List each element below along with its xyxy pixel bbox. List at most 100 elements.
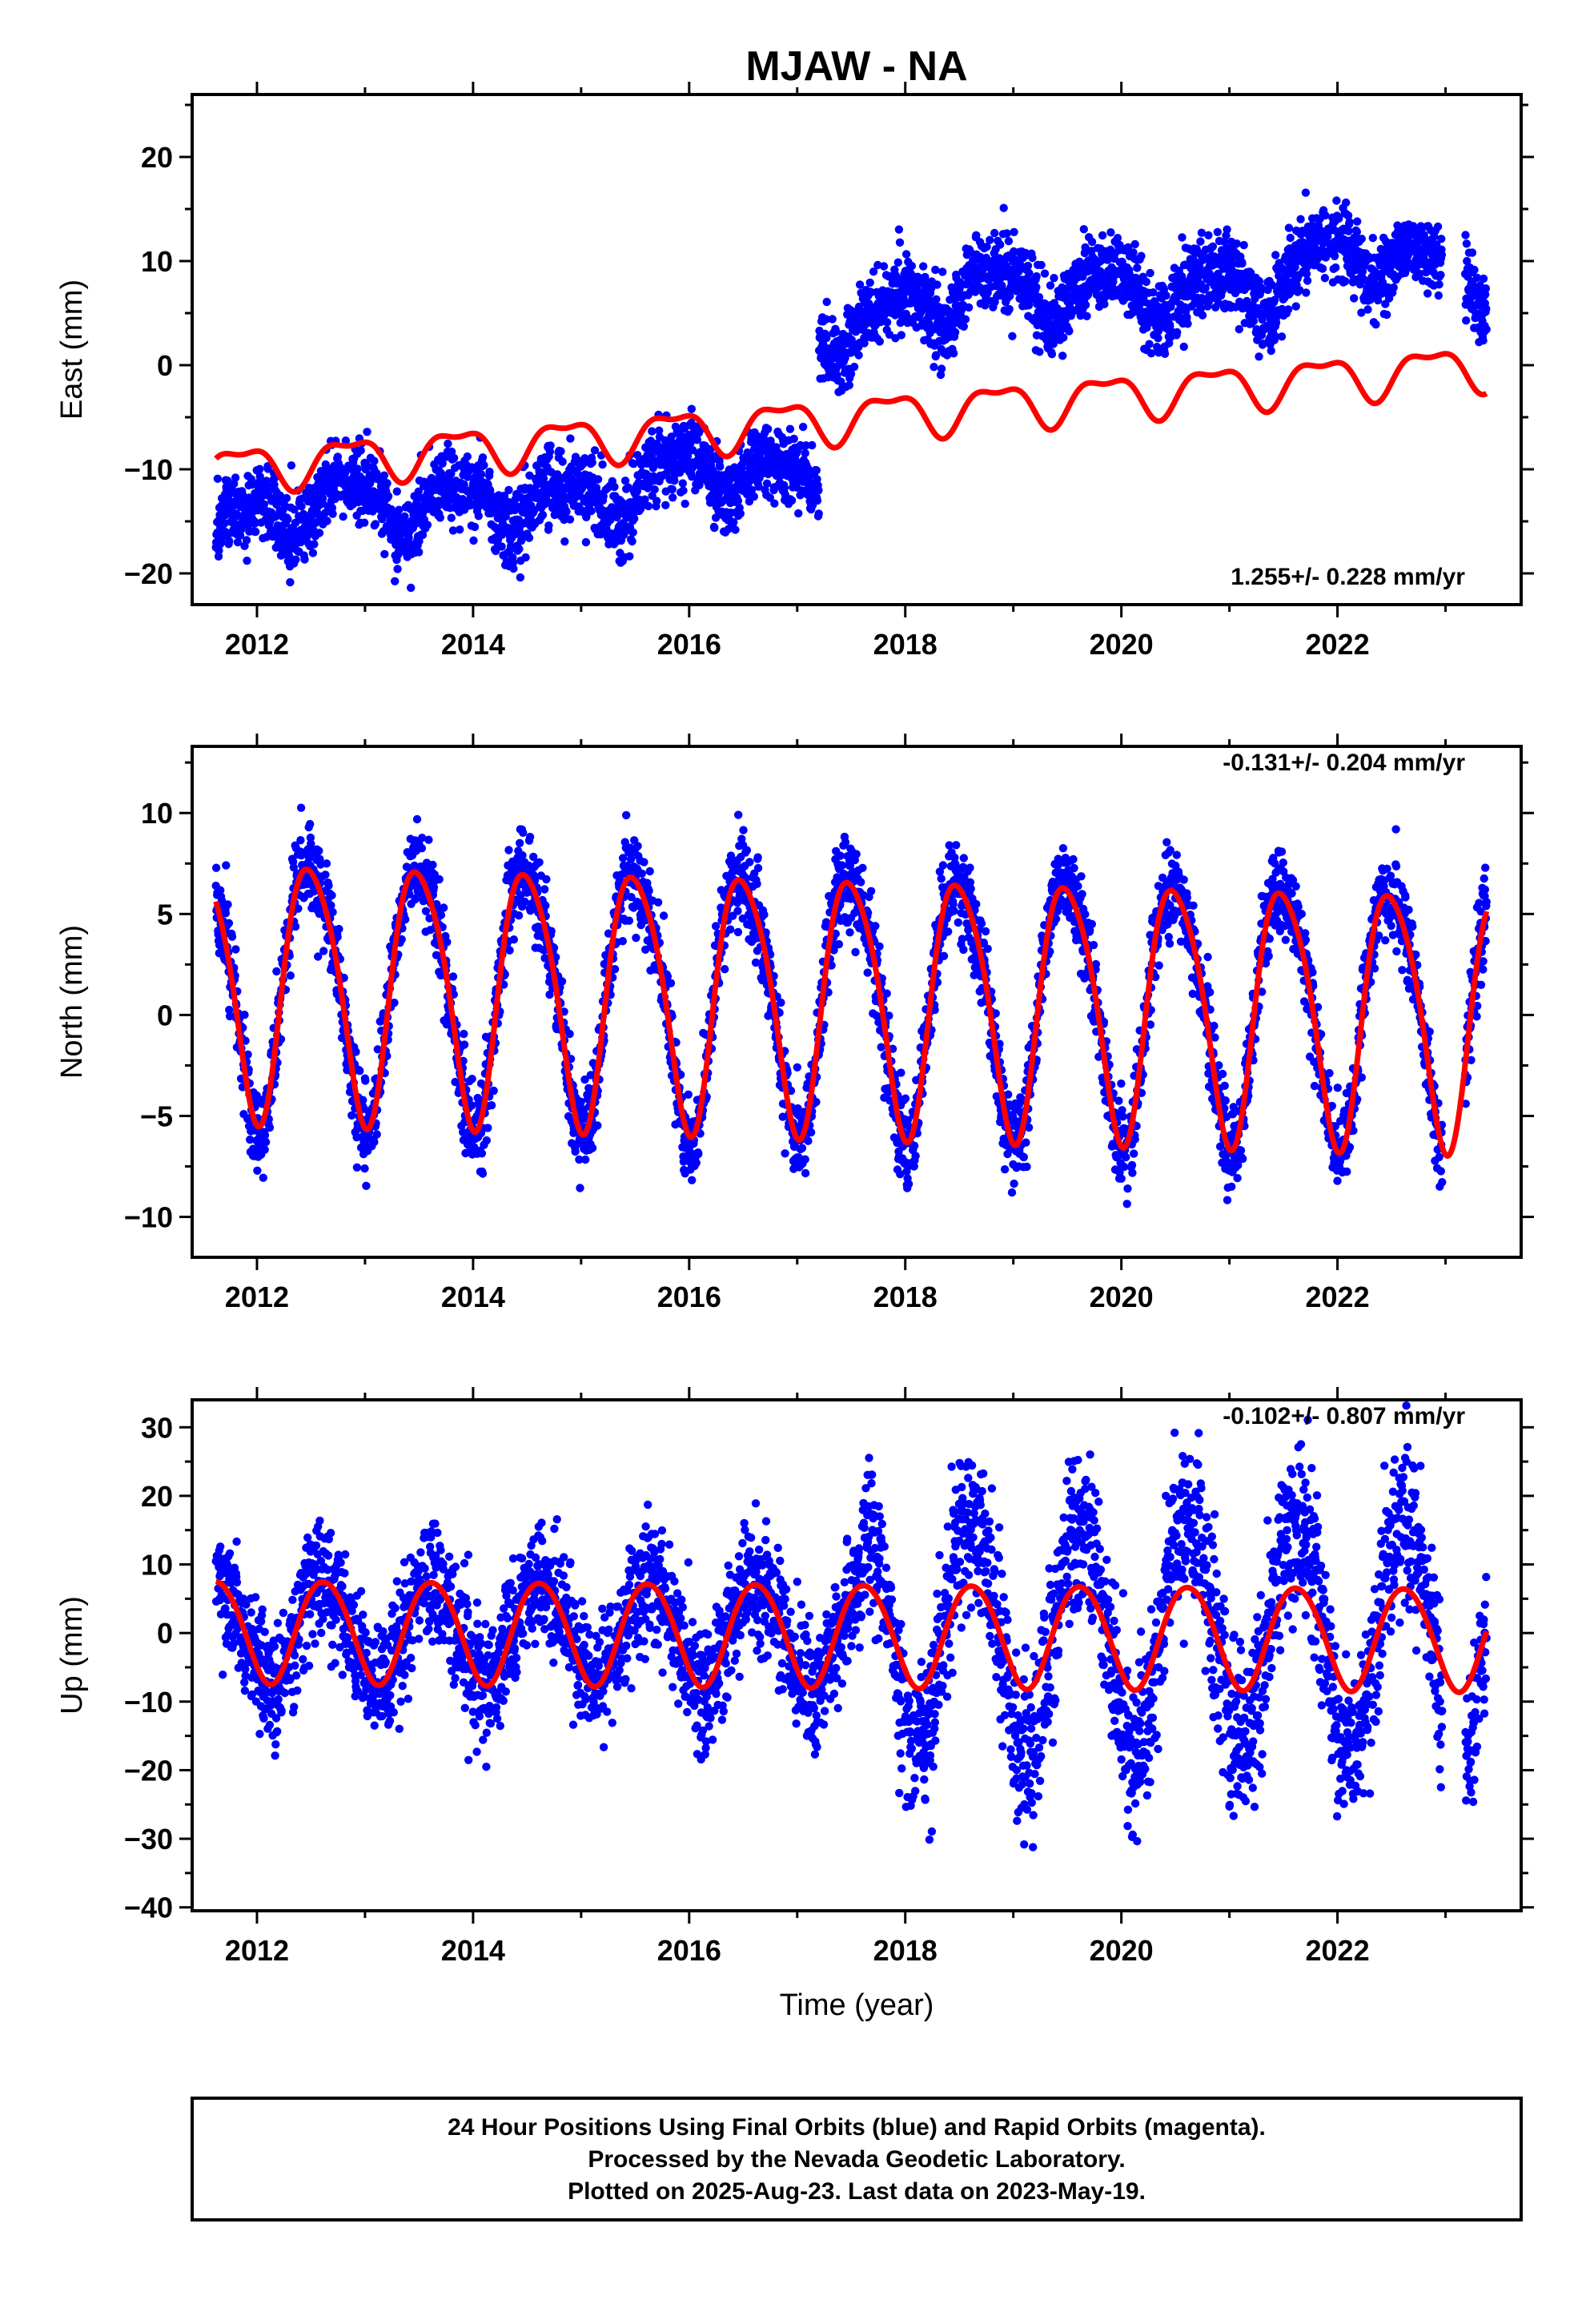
data-point (314, 952, 323, 961)
data-point (379, 471, 389, 480)
data-point (1345, 218, 1354, 227)
data-point (286, 971, 295, 980)
data-point (448, 526, 458, 535)
data-point (456, 525, 464, 534)
data-point (339, 512, 347, 521)
data-point (710, 523, 719, 533)
data-point (628, 537, 636, 546)
data-point (1433, 222, 1443, 231)
data-point (211, 863, 221, 872)
data-point (463, 452, 472, 461)
y-tick-label: −10 (124, 453, 173, 486)
data-point (360, 518, 369, 527)
y-tick-label: 10 (141, 245, 173, 278)
data-point (1481, 284, 1491, 293)
data-point (470, 522, 480, 532)
data-point (516, 838, 524, 848)
data-point (395, 505, 404, 514)
data-point (347, 1111, 356, 1120)
data-point (530, 505, 539, 515)
data-point (423, 521, 432, 529)
data-point (380, 549, 389, 559)
data-point (418, 834, 427, 842)
data-point (933, 280, 942, 289)
data-point (504, 485, 513, 495)
data-point (996, 240, 1005, 249)
data-point (539, 474, 548, 483)
data-point (328, 509, 337, 518)
data-point (733, 497, 743, 505)
data-point (1058, 352, 1067, 360)
data-point (370, 456, 379, 465)
data-point (1005, 304, 1014, 314)
data-point (1034, 292, 1044, 302)
data-point (1468, 248, 1477, 257)
data-point (231, 473, 240, 482)
data-point (762, 479, 772, 488)
x-tick-label: 2016 (657, 628, 721, 661)
data-point (468, 1075, 476, 1084)
y-tick-label: −20 (124, 557, 173, 590)
data-point (308, 549, 318, 557)
data-point (716, 462, 725, 471)
data-point (593, 475, 603, 484)
data-point (351, 1047, 360, 1056)
data-point (894, 225, 904, 234)
data-point (895, 238, 905, 247)
data-point (650, 485, 659, 494)
data-point (1267, 280, 1277, 290)
data-point (540, 885, 549, 894)
data-point (240, 1011, 249, 1019)
data-point (1182, 312, 1191, 322)
plot-frame (191, 93, 1523, 606)
data-point (1162, 291, 1170, 300)
data-point (327, 891, 336, 900)
data-point (362, 1181, 371, 1191)
data-point (440, 903, 448, 912)
data-point (1006, 292, 1014, 300)
data-point (460, 1040, 469, 1049)
data-point (421, 907, 431, 916)
data-point (391, 577, 400, 585)
data-point (417, 844, 427, 853)
data-point (1482, 325, 1491, 334)
data-point (1197, 228, 1207, 237)
data-point (371, 520, 380, 529)
data-point (821, 315, 831, 324)
y-tick-label: 0 (157, 349, 173, 382)
data-point (1032, 271, 1041, 281)
data-point (225, 1005, 234, 1015)
data-point (519, 828, 528, 838)
data-point (1002, 229, 1011, 238)
data-point (814, 509, 823, 518)
x-tick-label: 2012 (225, 628, 289, 661)
data-point (846, 369, 856, 379)
data-point (832, 328, 841, 336)
data-point (460, 1029, 468, 1039)
data-point (736, 509, 745, 518)
data-point (1414, 237, 1423, 246)
data-point (400, 512, 409, 521)
data-point (360, 1164, 369, 1173)
x-tick-label: 2018 (873, 628, 938, 661)
data-point (1195, 263, 1204, 271)
data-point (296, 803, 306, 812)
data-point (328, 907, 337, 917)
data-point (1201, 283, 1210, 292)
data-point (1178, 233, 1186, 242)
data-point (1183, 320, 1192, 328)
data-point (486, 486, 495, 495)
data-point (1106, 228, 1115, 237)
data-point (524, 533, 534, 542)
data-point (436, 513, 444, 522)
data-point (1238, 259, 1247, 268)
data-point (1368, 233, 1378, 243)
data-point (1286, 233, 1295, 243)
data-point (770, 499, 779, 508)
data-point (289, 863, 299, 872)
data-point (263, 464, 272, 473)
data-point (748, 485, 757, 494)
data-point (390, 998, 399, 1007)
data-point (363, 428, 371, 436)
data-point (392, 487, 401, 496)
